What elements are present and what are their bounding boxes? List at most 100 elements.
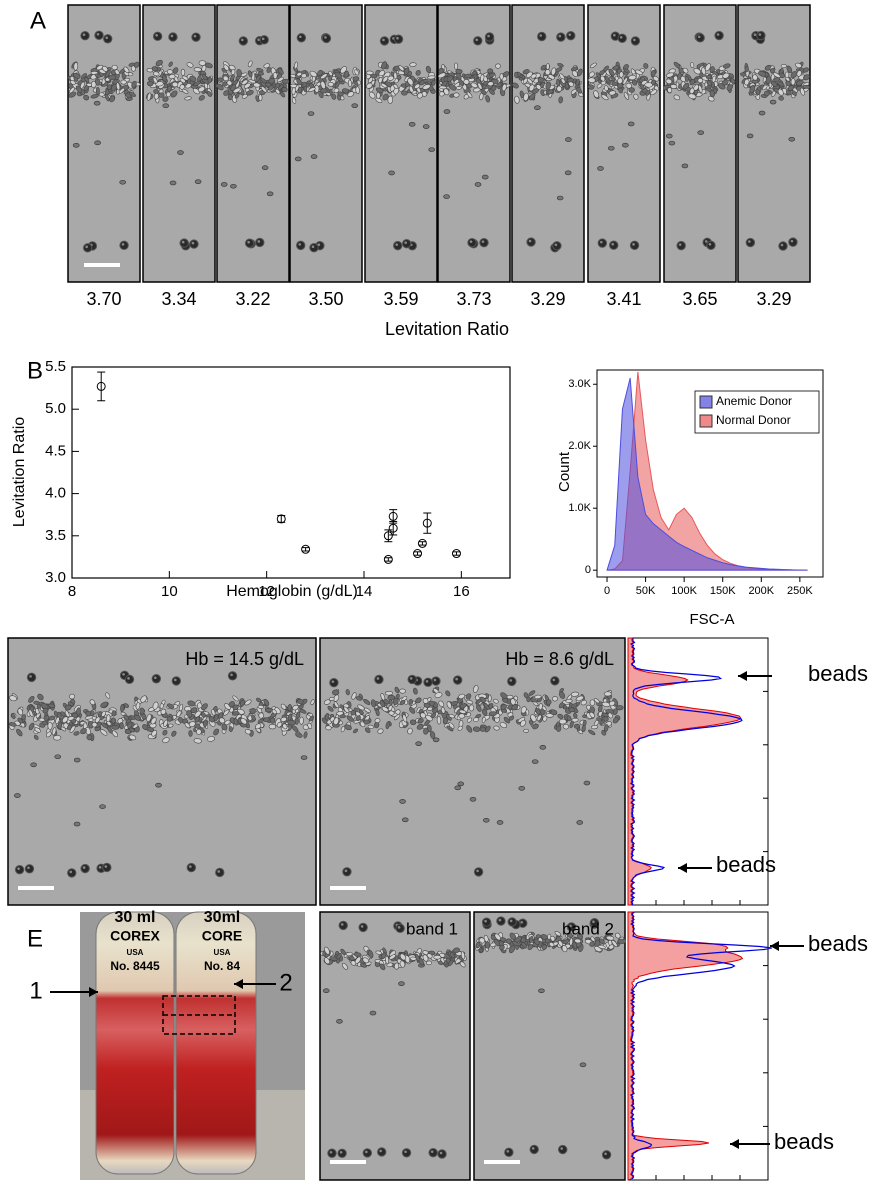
cell [54,754,62,760]
bead-center [528,239,532,243]
cell [537,77,544,83]
cell [427,75,436,80]
cell [294,156,302,162]
cell [455,86,462,90]
cell [369,91,376,99]
axis-label: Levitation Ratio [385,319,509,339]
bead-center [376,677,380,680]
cell [95,87,100,96]
cell [193,80,201,87]
bead [467,237,477,248]
cell [153,93,159,100]
cell [387,75,395,81]
bead-center [181,240,185,244]
bead-center [539,34,543,37]
cell [399,688,406,694]
cell [417,92,423,99]
bead [401,1148,412,1158]
bead-center [298,243,302,246]
cell [223,64,230,71]
x-tick-label: 200K [748,585,774,597]
cell [334,72,342,79]
cell [410,956,417,961]
bead [189,239,199,249]
cell [556,721,561,728]
cell [325,725,332,731]
ratio-label: 3.29 [756,289,791,309]
cell [94,140,101,146]
bead-center [382,38,385,42]
bead [171,676,182,686]
cell [380,83,388,88]
cell [422,124,430,129]
micrograph [319,911,471,1181]
cell [665,133,673,139]
cell [617,77,623,85]
cell [83,94,90,101]
micrograph-background [67,4,141,283]
cell [369,1010,377,1016]
bead [507,676,517,687]
bead-center [96,32,100,36]
cell [247,60,253,68]
bead [329,677,339,688]
cell [222,75,229,82]
cell [73,757,81,763]
cell [485,941,491,949]
cell [105,69,111,78]
cell [401,90,408,96]
caption: band 2 [562,919,614,938]
cell [495,63,501,69]
cell [378,77,383,84]
y-tick-label: 0 [585,564,591,576]
cell [139,707,145,715]
cell [226,80,233,86]
cell [784,71,790,78]
cell [75,85,83,93]
cell [93,100,101,106]
cell [267,85,274,91]
cell [547,933,552,940]
cell [194,179,202,184]
cell [404,67,410,75]
bead [756,30,766,41]
cell [230,69,236,75]
cell [53,734,62,741]
cell [576,820,584,825]
micrograph [7,637,317,906]
cell [463,79,470,85]
cell [320,80,326,90]
tube-label: No. 8445 [110,959,160,973]
cell [258,712,264,719]
micrograph [289,4,363,283]
cell [788,136,796,142]
cell [668,140,676,146]
bead-center [632,243,635,246]
scale-bar [330,886,366,890]
cell [769,99,777,105]
bead-center [104,865,108,868]
bead [676,240,686,251]
bead-center [247,240,250,244]
cell [152,71,160,77]
cell [258,71,264,76]
bead [152,31,163,42]
bead [481,917,492,927]
annotation: beads [808,931,868,956]
cell [393,83,399,89]
cell [589,699,596,706]
cell [73,821,81,827]
cell [523,728,530,733]
cell [627,121,635,127]
bead-center [554,243,558,247]
caption: band 1 [406,919,458,938]
bead [496,916,506,926]
cell [454,785,462,791]
micrograph [473,911,626,1181]
legend-swatch [699,395,713,409]
cell [291,97,297,104]
bead [473,867,484,877]
bead [67,868,77,878]
cell [257,705,264,709]
cell [166,716,173,722]
